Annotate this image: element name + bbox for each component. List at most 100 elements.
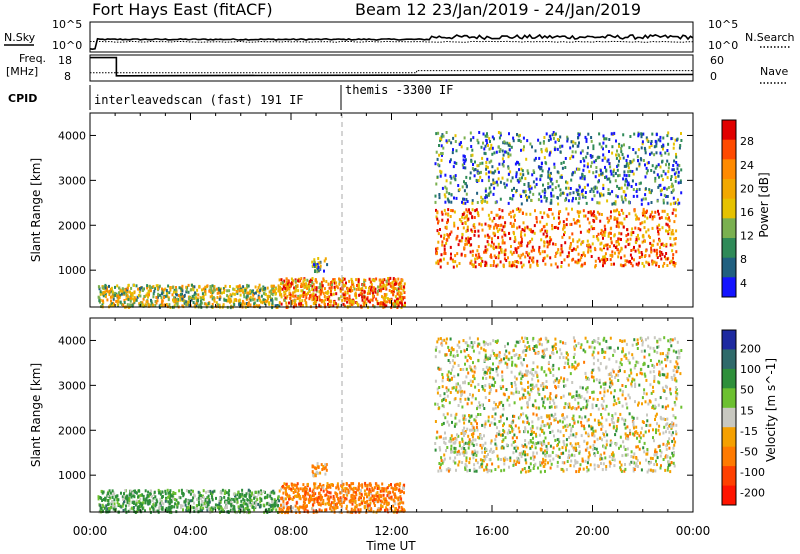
scatter-cell (340, 505, 343, 509)
scatter-cell (460, 145, 463, 149)
scatter-cell (256, 289, 259, 293)
scatter-cell (468, 211, 471, 215)
scatter-cell (209, 295, 212, 299)
scatter-cell (583, 185, 586, 189)
scatter-cell (171, 493, 174, 496)
scatter-cell (340, 295, 343, 299)
scatter-cell (619, 263, 622, 267)
scatter-cell (196, 498, 199, 501)
scatter-cell (326, 263, 329, 267)
scatter-cell (302, 280, 305, 284)
scatter-cell (629, 237, 632, 241)
scatter-cell (246, 506, 249, 510)
scatter-cell (663, 262, 666, 265)
scatter-cell (314, 492, 317, 496)
scatter-cell (442, 257, 445, 261)
scatter-cell (307, 482, 309, 486)
scatter-cell (394, 508, 397, 512)
scatter-cell (475, 208, 478, 212)
scatter-cell (177, 294, 180, 297)
scatter-cell (400, 281, 403, 284)
scatter-cell (368, 487, 371, 491)
scatter-cell (302, 483, 305, 487)
scatter-cell (626, 183, 629, 187)
scatter-cell (659, 151, 662, 155)
scatter-cell (464, 243, 467, 246)
scatter-cell (315, 280, 318, 284)
scatter-cell (179, 293, 182, 296)
nsky-series (89, 33, 694, 51)
scatter-cell (659, 165, 662, 169)
scatter-cell (666, 468, 669, 472)
scatter-cell (156, 295, 159, 299)
scatter-cell (590, 213, 593, 217)
scatter-cell (322, 291, 325, 295)
scatter-cell (589, 245, 592, 249)
scatter-cell (499, 260, 502, 264)
scatter-cell (517, 254, 520, 258)
scatter-cell (668, 216, 670, 220)
scatter-cell (467, 217, 470, 221)
scatter-cell (376, 494, 379, 498)
scatter-cell (625, 174, 628, 178)
scatter-cell (315, 300, 318, 304)
scatter-cell (437, 131, 440, 135)
scatter-cell (471, 167, 474, 171)
scatter-cell (479, 413, 482, 416)
scatter-cell (647, 202, 650, 206)
scatter-cell (382, 493, 385, 497)
scatter-cell (603, 451, 606, 455)
scatter-cell (147, 499, 149, 503)
scatter-cell (655, 263, 658, 267)
scatter-cell (528, 228, 531, 232)
scatter-cell (169, 501, 172, 505)
scatter-cell (382, 284, 385, 288)
scatter-cell (522, 221, 525, 225)
scatter-cell (316, 263, 319, 266)
scatter-cell (282, 484, 284, 488)
freq-tick-low: 8 (64, 70, 71, 83)
beam-label: Beam 12 (355, 0, 427, 19)
scatter-cell (275, 297, 278, 301)
scatter-cell (160, 501, 163, 505)
scatter-cell (609, 439, 612, 443)
scatter-cell (382, 278, 385, 282)
scatter-cell (672, 424, 675, 428)
scatter-cell (135, 298, 138, 302)
scatter-cell (648, 424, 651, 428)
scatter-cell (572, 433, 575, 437)
scatter-cell (381, 280, 383, 284)
scatter-cell (556, 147, 559, 151)
scatter-cell (369, 300, 371, 304)
scatter-cell (629, 253, 632, 257)
scatter-cell (572, 196, 575, 200)
scatter-cell (660, 216, 663, 220)
scatter-cell (621, 264, 624, 268)
scatter-cell (278, 489, 281, 493)
scatter-cell (375, 494, 378, 498)
scatter-cell (182, 491, 184, 495)
scatter-cell (634, 249, 637, 253)
scatter-cell (599, 194, 602, 198)
scatter-cell (113, 502, 116, 506)
scatter-cell (465, 175, 468, 179)
scatter-cell (632, 158, 635, 162)
scatter-cell (385, 283, 388, 287)
scatter-cell (251, 501, 254, 505)
scatter-cell (356, 284, 358, 287)
scatter-cell (314, 279, 317, 283)
scatter-cell (520, 261, 523, 265)
scatter-cell (276, 504, 279, 508)
scatter-cell (625, 159, 628, 162)
scatter-cell (374, 499, 377, 503)
scatter-cell (472, 432, 475, 436)
scatter-cell (468, 457, 471, 461)
scatter-cell (244, 290, 247, 294)
scatter-cell (243, 499, 246, 503)
scatter-cell (440, 144, 443, 148)
scatter-cell (566, 255, 569, 259)
scatter-cell (581, 263, 583, 267)
scatter-cell (260, 300, 262, 304)
scatter-cell (129, 296, 132, 300)
scatter-cell (441, 152, 444, 155)
